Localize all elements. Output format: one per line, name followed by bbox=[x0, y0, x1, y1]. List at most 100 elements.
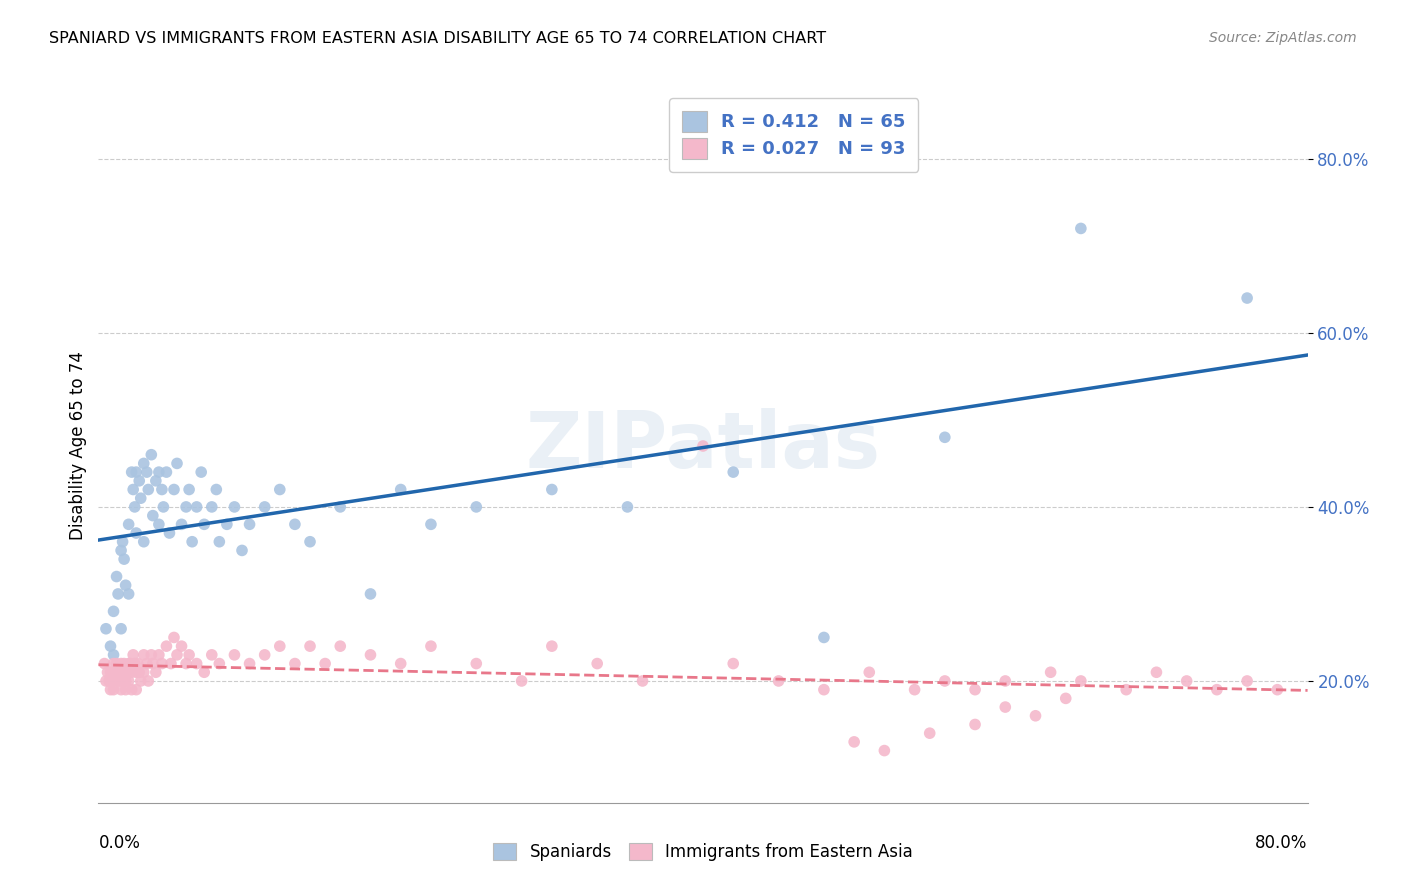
Point bbox=[269, 483, 291, 497]
Point bbox=[166, 648, 188, 662]
Point bbox=[163, 483, 186, 497]
Point bbox=[142, 508, 165, 523]
Point bbox=[145, 665, 167, 680]
Point bbox=[136, 673, 159, 688]
Point bbox=[132, 457, 155, 471]
Point bbox=[128, 474, 150, 488]
Point bbox=[465, 657, 488, 671]
Point bbox=[148, 465, 170, 479]
Point bbox=[114, 578, 136, 592]
Point bbox=[1144, 665, 1167, 680]
Point bbox=[132, 534, 155, 549]
Point bbox=[181, 534, 204, 549]
Point bbox=[389, 483, 412, 497]
Point bbox=[118, 587, 141, 601]
Point bbox=[125, 526, 148, 541]
Legend: Spaniards, Immigrants from Eastern Asia: Spaniards, Immigrants from Eastern Asia bbox=[486, 836, 920, 868]
Point bbox=[111, 534, 134, 549]
Text: SPANIARD VS IMMIGRANTS FROM EASTERN ASIA DISABILITY AGE 65 TO 74 CORRELATION CHA: SPANIARD VS IMMIGRANTS FROM EASTERN ASIA… bbox=[49, 31, 827, 46]
Point bbox=[721, 465, 744, 479]
Point bbox=[201, 648, 224, 662]
Point bbox=[110, 657, 132, 671]
Point bbox=[224, 648, 246, 662]
Point bbox=[103, 604, 125, 618]
Point bbox=[170, 517, 193, 532]
Point bbox=[100, 665, 122, 680]
Point bbox=[145, 474, 167, 488]
Point bbox=[135, 657, 157, 671]
Point bbox=[918, 726, 941, 740]
Point bbox=[124, 657, 146, 671]
Point bbox=[101, 673, 124, 688]
Point bbox=[118, 673, 141, 688]
Point bbox=[155, 465, 177, 479]
Point bbox=[128, 665, 150, 680]
Point bbox=[1206, 682, 1229, 697]
Point bbox=[100, 682, 122, 697]
Text: 0.0%: 0.0% bbox=[98, 834, 141, 852]
Text: ZIPatlas: ZIPatlas bbox=[526, 408, 880, 484]
Point bbox=[107, 665, 129, 680]
Point bbox=[314, 657, 336, 671]
Text: Source: ZipAtlas.com: Source: ZipAtlas.com bbox=[1209, 31, 1357, 45]
Point bbox=[142, 657, 165, 671]
Point bbox=[120, 657, 142, 671]
Point bbox=[125, 682, 148, 697]
Point bbox=[124, 500, 146, 514]
Point bbox=[329, 500, 352, 514]
Point bbox=[132, 665, 155, 680]
Point bbox=[125, 465, 148, 479]
Point bbox=[114, 673, 136, 688]
Point bbox=[510, 673, 533, 688]
Point bbox=[104, 665, 127, 680]
Point bbox=[141, 648, 163, 662]
Point bbox=[122, 648, 145, 662]
Point bbox=[118, 517, 141, 532]
Point bbox=[150, 483, 173, 497]
Point bbox=[193, 517, 215, 532]
Point bbox=[177, 483, 201, 497]
Point bbox=[208, 657, 231, 671]
Point bbox=[155, 639, 177, 653]
Point bbox=[965, 682, 987, 697]
Y-axis label: Disability Age 65 to 74: Disability Age 65 to 74 bbox=[69, 351, 87, 541]
Point bbox=[360, 587, 382, 601]
Point bbox=[160, 657, 183, 671]
Text: 80.0%: 80.0% bbox=[1256, 834, 1308, 852]
Point bbox=[103, 657, 125, 671]
Point bbox=[205, 483, 228, 497]
Point bbox=[110, 682, 132, 697]
Point bbox=[813, 631, 835, 645]
Point bbox=[94, 673, 117, 688]
Point bbox=[269, 639, 291, 653]
Point bbox=[360, 648, 382, 662]
Point bbox=[125, 665, 148, 680]
Point bbox=[103, 648, 125, 662]
Point bbox=[105, 569, 128, 583]
Point bbox=[1054, 691, 1077, 706]
Point bbox=[616, 500, 638, 514]
Point bbox=[768, 673, 790, 688]
Point bbox=[299, 639, 322, 653]
Point bbox=[107, 587, 129, 601]
Point bbox=[873, 743, 896, 757]
Point bbox=[934, 673, 956, 688]
Point bbox=[239, 517, 262, 532]
Point bbox=[329, 639, 352, 653]
Point bbox=[94, 622, 117, 636]
Point bbox=[858, 665, 880, 680]
Point bbox=[93, 657, 115, 671]
Point bbox=[186, 657, 208, 671]
Point bbox=[111, 665, 134, 680]
Point bbox=[115, 665, 138, 680]
Point bbox=[136, 483, 159, 497]
Point bbox=[135, 465, 157, 479]
Point bbox=[721, 657, 744, 671]
Point bbox=[112, 657, 135, 671]
Point bbox=[692, 439, 714, 453]
Point bbox=[631, 673, 654, 688]
Point bbox=[186, 500, 208, 514]
Point bbox=[105, 673, 128, 688]
Point bbox=[540, 483, 562, 497]
Point bbox=[150, 657, 173, 671]
